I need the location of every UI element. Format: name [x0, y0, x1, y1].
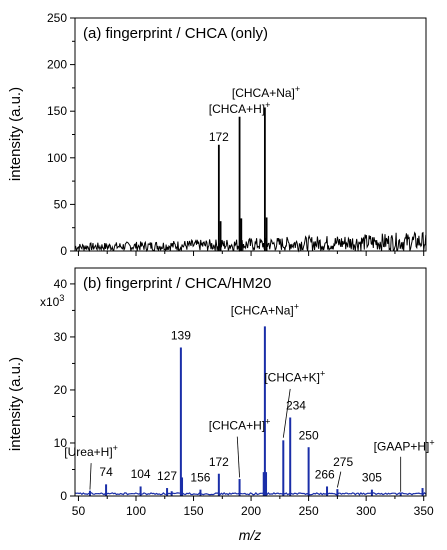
- peak-label: 156: [190, 471, 210, 485]
- y-tick-label: 200: [47, 58, 67, 72]
- peak-label: 172: [209, 455, 229, 469]
- panel-a-title: (a) fingerprint / CHCA (only): [83, 25, 268, 42]
- panel-b-x-ticks: 50 100 150 200 250 300 350: [72, 496, 434, 518]
- panel-b-y-scale-label: x103: [40, 293, 64, 309]
- y-tick-label: 150: [47, 104, 67, 118]
- y-tick-label: 40: [54, 277, 68, 291]
- peak-label: 172: [209, 130, 229, 144]
- peak-label: 139: [171, 329, 191, 343]
- y-tick-label: 250: [47, 11, 67, 25]
- peak-label: [CHCA+K]+: [264, 368, 325, 384]
- panel-b-y-scale-exp: 3: [59, 293, 64, 303]
- x-axis-label: m/z: [239, 527, 262, 543]
- x-tick-label: 50: [72, 504, 86, 518]
- panel-a-annotations: 172 [CHCA+H]+[CHCA+Na]+: [209, 84, 300, 144]
- panel-a-peaks: [217, 107, 268, 251]
- y-tick-label: 30: [54, 330, 68, 344]
- leader-line: [89, 463, 92, 490]
- peak-label: [Urea+H]+: [64, 443, 118, 459]
- x-tick-label: 350: [414, 504, 434, 518]
- peak-label: [CHCA+H]+: [209, 417, 271, 433]
- panel-a-chart: 0 50 100 150 200 250 (a) fingerprint / CHCA (…: [7, 11, 427, 258]
- peak-label: 266: [315, 468, 335, 482]
- y-tick-label: 20: [54, 383, 68, 397]
- panel-a-frame: [74, 17, 427, 252]
- y-tick-label: 10: [54, 436, 68, 450]
- panel-b-title: (b) fingerprint / CHCA/HM20: [83, 275, 271, 292]
- panel-b-y-ticks: 0 10 20 30 40: [54, 277, 75, 503]
- peak-label: 250: [299, 428, 319, 442]
- leader-line: [336, 471, 342, 488]
- peak-label: 305: [362, 471, 382, 485]
- y-tick-label: 100: [47, 151, 67, 165]
- y-tick-label: 50: [54, 197, 68, 211]
- peak-label: 275: [333, 455, 353, 469]
- panel-a-y-ticks: 0 50 100 150 200 250: [47, 11, 75, 258]
- x-tick-label: 300: [356, 504, 376, 518]
- peak-label: 234: [286, 399, 306, 413]
- panel-b-spectrum-trace: [74, 492, 427, 496]
- panel-a-x-ticks: [77, 251, 425, 256]
- panel-b-y-axis-label: intensity (a.u.): [7, 357, 24, 451]
- x-tick-label: 250: [299, 504, 319, 518]
- x-tick-label: 200: [241, 504, 261, 518]
- leader-line: [236, 436, 240, 478]
- panel-b-frame: [74, 267, 427, 497]
- peak-label: [CHCA+Na]+: [231, 302, 299, 318]
- peak-label: [GAAP+H]+: [374, 437, 435, 453]
- panel-b-annotations: [Urea+H]+ 74 104 127 139 156 172 [CHCA+H]+ [CHCA…: [64, 302, 435, 492]
- peak-label: 127: [157, 469, 177, 483]
- y-tick-label: 0: [60, 489, 67, 503]
- panel-a-y-axis-label: intensity (a.u.): [7, 87, 24, 181]
- x-tick-label: 100: [126, 504, 146, 518]
- panel-b-chart: 0 10 20 30 40 50 100 150 200 250 300 350 (b) finge…: [7, 267, 435, 543]
- panel-b-y-scale-base: x10: [40, 295, 60, 309]
- peak-label: [CHCA+Na]+: [232, 84, 300, 100]
- peak-label: 104: [131, 467, 151, 481]
- peak-label: [CHCA+H]+: [209, 100, 271, 116]
- leader-line: [282, 388, 291, 438]
- peak-label: 74: [99, 465, 113, 479]
- y-tick-label: 0: [60, 244, 67, 258]
- x-tick-label: 150: [184, 504, 204, 518]
- panel-b-peaks: [88, 326, 424, 496]
- panel-a-noise-trace: [74, 231, 427, 253]
